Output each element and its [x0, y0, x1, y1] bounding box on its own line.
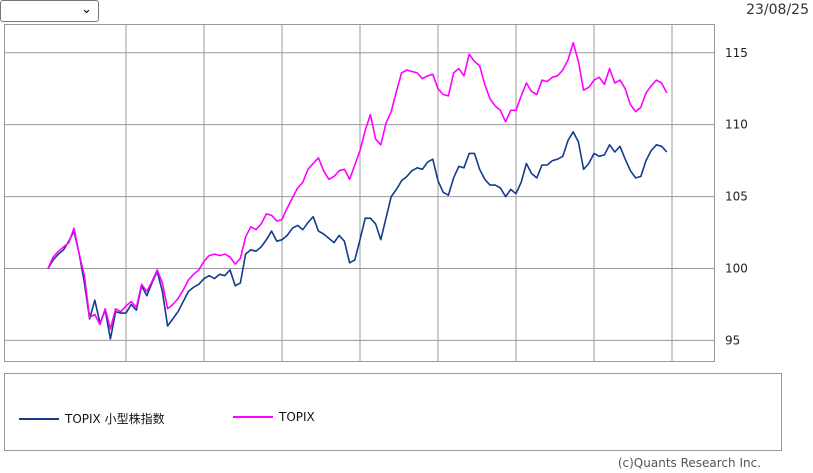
- legend-swatch-small-cap: [19, 417, 59, 420]
- range-select[interactable]: ⌄: [0, 0, 99, 22]
- as-of-date: 23/08/25: [746, 2, 809, 18]
- line-chart: 951001051101152023/3/242023/4/142023/5/1…: [4, 24, 748, 386]
- y-tick-label: 115: [725, 46, 748, 60]
- legend-item-small-cap: TOPIX 小型株指数: [19, 410, 165, 427]
- chevron-down-icon: ⌄: [81, 2, 92, 17]
- legend: TOPIX 小型株指数 TOPIX: [4, 373, 782, 451]
- y-tick-label: 110: [725, 118, 748, 132]
- y-tick-label: 100: [725, 262, 748, 276]
- credit-text: (c)Quants Research Inc.: [617, 456, 761, 470]
- series-line-topix: [47, 41, 668, 330]
- legend-item-topix: TOPIX: [233, 410, 315, 424]
- legend-label-small-cap: TOPIX 小型株指数: [65, 412, 165, 426]
- legend-label-topix: TOPIX: [279, 410, 315, 424]
- y-tick-label: 105: [725, 190, 748, 204]
- legend-swatch-topix: [233, 416, 273, 418]
- series-line-small-cap: [47, 131, 668, 340]
- y-tick-label: 95: [725, 333, 740, 347]
